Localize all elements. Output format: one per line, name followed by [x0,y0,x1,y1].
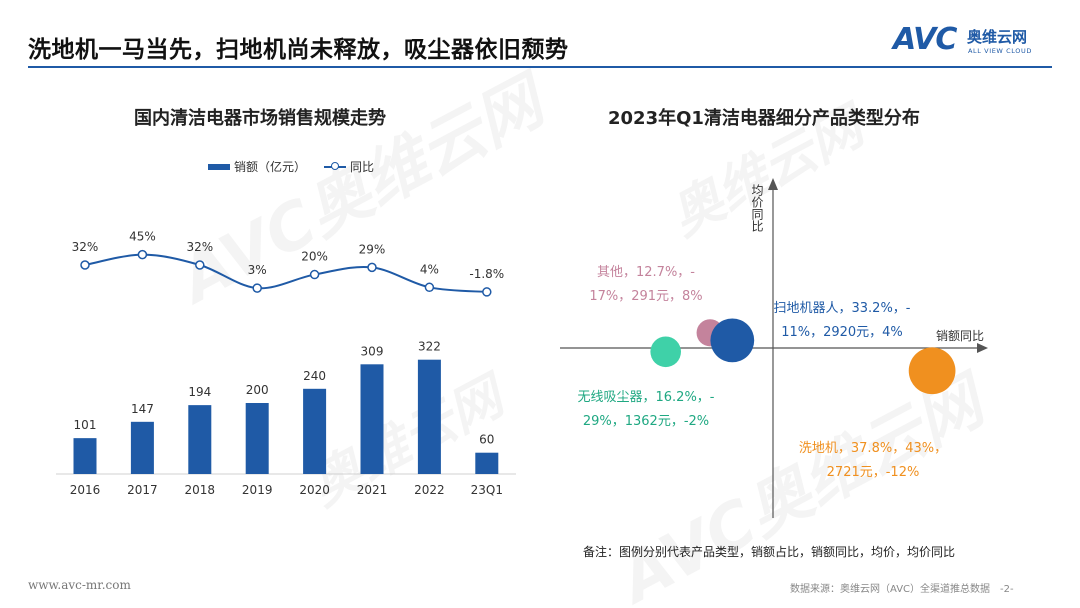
yoy-point [367,262,377,273]
yoy-value-label: -1.8% [469,267,504,281]
bubble-label-line2: 2721元，-12% [827,465,920,480]
x-tick-label: 2021 [357,483,388,497]
bar [188,405,212,474]
x-tick-label: 2016 [70,483,101,497]
x-tick-label: 23Q1 [471,483,503,497]
bar [73,438,97,474]
bar-value-label: 200 [246,383,269,397]
yoy-value-label: 4% [420,262,439,276]
right-chart-title: 2023年Q1清洁电器细分产品类型分布 [608,108,920,129]
bubble-2 [710,318,755,363]
bar-value-label: 101 [74,418,97,432]
bubble-label-line1: 无线吸尘器，16.2%，- [578,390,715,405]
bar [130,421,154,474]
website-url: www.avc-mr.com [28,578,131,592]
yoy-value-label: 32% [186,240,213,254]
bar [417,359,441,474]
bar [245,403,269,474]
y-axis-arrow [768,178,778,190]
x-tick-label: 2019 [242,483,273,497]
x-tick-label: 2022 [414,483,445,497]
legend-bar-label: 销额（亿元） [234,160,307,174]
yoy-point [195,260,205,270]
logo-english-name: ALL VIEW CLOUD [968,47,1032,55]
x-axis-label: 销额同比 [936,329,984,343]
bar-value-label: 194 [188,385,211,399]
yoy-point [137,249,148,260]
legend-bar-swatch [208,163,230,170]
x-axis-arrow [977,343,988,353]
avc-logo: AVC 奥维云网 ALL VIEW CLOUD [893,22,1053,62]
title-divider [28,66,1052,68]
x-tick-label: 2020 [299,483,330,497]
data-source: 数据来源：奥维云网（AVC）全渠道推总数据 -2- [790,584,1014,595]
x-tick-label: 2018 [185,483,216,497]
left-chart-legend: 销额（亿元） 同比 [208,158,374,175]
yoy-value-label: 32% [72,240,99,254]
bubble-label-line2: 17%，291元，8% [589,289,702,304]
bubble-label-line1: 其他，12.7%，- [597,265,695,280]
yoy-point [424,282,435,293]
legend-line-label: 同比 [350,160,375,174]
legend-line-swatch [324,161,347,170]
left-chart-title: 国内清洁电器市场销售规模走势 [134,108,386,129]
bar-value-label: 60 [479,433,494,447]
yoy-value-label: 20% [301,250,328,264]
yoy-point [80,260,90,270]
bar [475,452,499,474]
yoy-point [482,287,492,297]
x-tick-label: 2017 [127,483,158,497]
yoy-point [252,283,262,293]
yoy-point [309,269,320,280]
bar [360,364,384,474]
yoy-value-label: 29% [359,242,386,256]
y-axis-label: 均价同比 [750,184,764,233]
page-title: 洗地机一马当先，扫地机尚未释放，吸尘器依旧颓势 [28,37,569,63]
bar-value-label: 309 [361,344,384,358]
chart-note: 备注：图例分别代表产品类型，销额占比，销额同比，均价，均价同比 [583,545,956,559]
bar-value-label: 322 [418,340,441,354]
bubble-4 [908,347,956,395]
bar-value-label: 240 [303,369,326,383]
bubble-3 [650,336,681,368]
bubble-label-line2: 11%，2920元，4% [781,325,903,340]
bubble-label-line1: 扫地机器人，33.2%，- [774,301,911,316]
logo-mark: AVC [893,22,957,57]
yoy-line [84,253,487,293]
bar [303,388,327,474]
bubble-label-line2: 29%，1362元，-2% [583,414,709,429]
bubble-label-line1: 洗地机，37.8%，43%， [799,441,947,456]
logo-chinese-name: 奥维云网 [967,28,1028,46]
sales-trend-chart: 101 2016 147 2017 194 2018 200 2019 240 2020 309 20… [56,230,516,497]
yoy-value-label: 45% [129,230,156,244]
bar-value-label: 147 [131,402,154,416]
yoy-value-label: 3% [248,263,267,277]
